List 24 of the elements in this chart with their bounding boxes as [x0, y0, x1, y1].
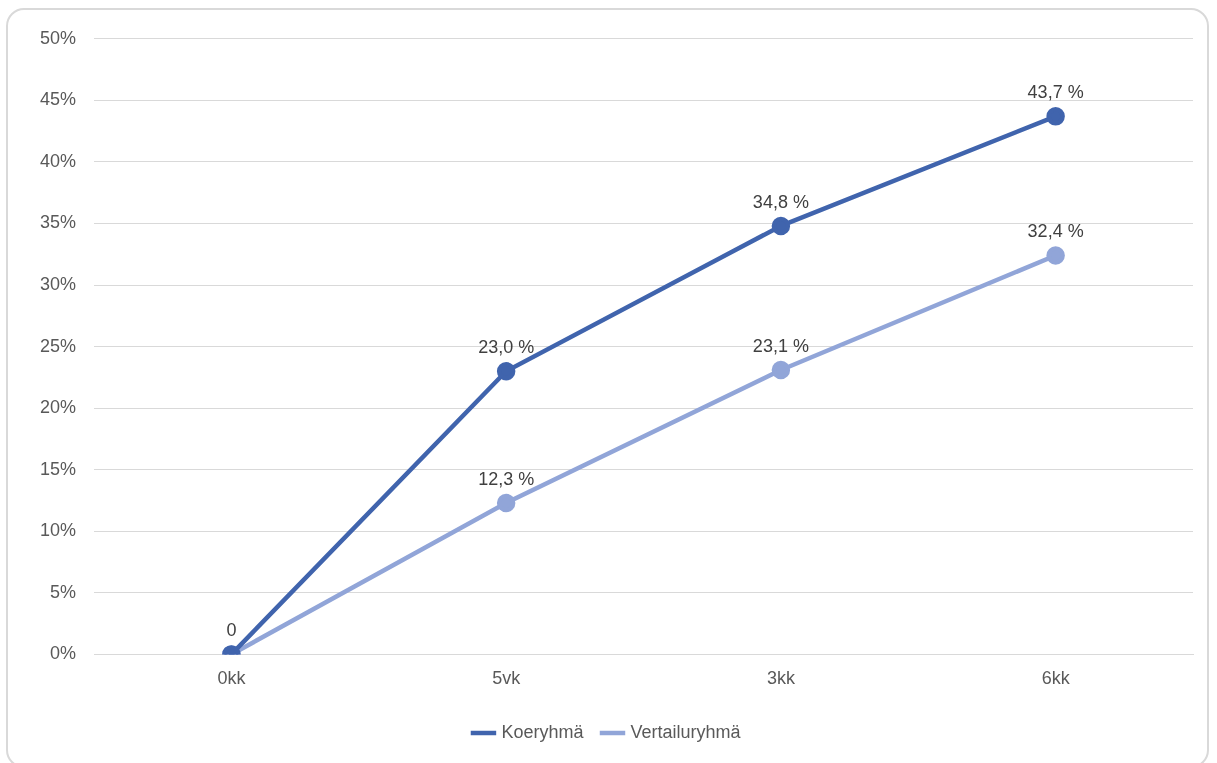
y-tick-label: 30%: [40, 274, 77, 295]
data-label: 34,8 %: [752, 191, 809, 212]
y-tick-label: 35%: [40, 212, 77, 233]
y-tick-label: 40%: [40, 150, 77, 171]
x-tick-label: 5vk: [492, 668, 522, 689]
y-tick-label: 25%: [40, 335, 77, 356]
x-tick-label: 0kk: [217, 668, 247, 689]
y-tick-label: 5%: [50, 581, 77, 602]
data-label: 0: [226, 620, 237, 641]
data-label: 32,4 %: [1027, 221, 1084, 242]
x-tick-label: 3kk: [766, 668, 796, 689]
data-label: 43,7 %: [1027, 82, 1084, 103]
y-tick-label: 50%: [40, 27, 77, 48]
legend-label: Vertailuryhmä: [630, 721, 742, 742]
data-label: 23,0 %: [478, 337, 535, 358]
y-tick-label: 20%: [40, 397, 77, 418]
legend-label: Koeryhmä: [501, 721, 585, 742]
y-tick-label: 0%: [50, 643, 77, 664]
y-tick-label: 45%: [40, 89, 77, 110]
data-label: 12,3 %: [478, 468, 535, 489]
y-tick-label: 15%: [40, 458, 77, 479]
data-label: 23,1 %: [752, 335, 809, 356]
y-tick-label: 10%: [40, 520, 77, 541]
x-tick-label: 6kk: [1041, 668, 1071, 689]
